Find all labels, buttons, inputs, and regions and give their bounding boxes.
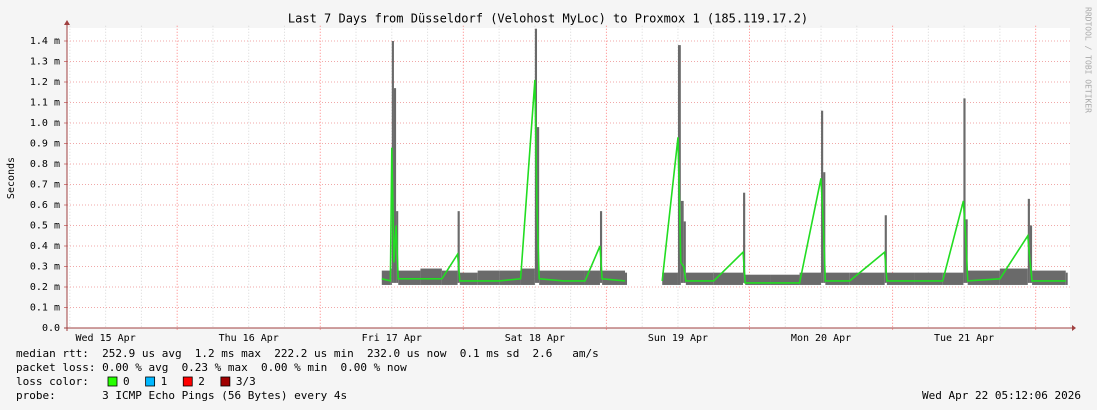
y-tick-label: 0.3 m — [30, 262, 60, 273]
smoke-band — [477, 270, 500, 285]
smoke-band — [963, 98, 966, 283]
smoke-band — [685, 272, 714, 285]
y-tick-label: 1.1 m — [30, 98, 60, 109]
x-tick-label: Sat 18 Apr — [505, 333, 565, 344]
x-tick-label: Mon 20 Apr — [791, 333, 851, 344]
timestamp: Wed Apr 22 05:12:06 2026 — [922, 389, 1081, 402]
smoke-band — [823, 172, 826, 283]
loss-color-swatch — [220, 376, 231, 387]
smoke-band — [683, 221, 686, 283]
x-tick-label: Wed 15 Apr — [76, 333, 136, 344]
smoke-band — [625, 272, 628, 285]
smoke-band — [520, 268, 535, 285]
smoke-band — [999, 268, 1028, 285]
smoke-band — [743, 192, 746, 283]
smoke-band — [884, 215, 887, 283]
x-tick-label: Sun 19 Apr — [648, 333, 708, 344]
y-tick-label: 0.0 — [42, 323, 60, 334]
legend-loss: packet loss: 0.00 % avg 0.23 % max 0.00 … — [16, 361, 407, 374]
y-tick-label: 1.0 m — [30, 118, 60, 129]
y-tick-label: 0.4 m — [30, 241, 60, 252]
legend-probe: probe: 3 ICMP Echo Pings (56 Bytes) ever… — [16, 389, 347, 402]
smoke-band — [602, 270, 626, 285]
x-axis-arrow — [1072, 325, 1076, 331]
smoke-band — [398, 270, 421, 285]
smoke-band — [1065, 272, 1068, 285]
smoke-band — [420, 268, 442, 285]
y-tick-label: 1.3 m — [30, 57, 60, 68]
legend-rtt: median rtt: 252.9 us avg 1.2 ms max 222.… — [16, 347, 599, 360]
smoke-band — [942, 272, 964, 285]
median-line — [381, 79, 1066, 284]
smoke-band — [1032, 270, 1066, 285]
y-tick-label: 0.8 m — [30, 159, 60, 170]
y-tick-label: 0.2 m — [30, 282, 60, 293]
loss-color-swatch — [145, 376, 156, 387]
watermark: RRDTOOL / TOBI OETIKER — [1084, 7, 1093, 113]
smoke-band — [499, 270, 521, 285]
y-tick-label: 0.5 m — [30, 221, 60, 232]
smoke-band — [770, 274, 800, 285]
smoke-band — [1029, 225, 1033, 283]
smoke-band — [441, 270, 458, 285]
y-axis-label: Seconds — [6, 157, 17, 199]
y-tick-label: 0.1 m — [30, 303, 60, 314]
smoke-band — [393, 88, 397, 283]
smoke-band — [381, 270, 391, 285]
smoke-band — [459, 272, 478, 285]
x-tick-label: Tue 21 Apr — [934, 333, 994, 344]
smoke-band — [563, 270, 585, 285]
y-tick-label: 0.9 m — [30, 139, 60, 150]
smoke-band — [886, 272, 915, 285]
loss-color-swatch — [182, 376, 193, 387]
smoke-band — [662, 272, 678, 285]
smoke-band — [457, 211, 460, 283]
x-tick-label: Thu 16 Apr — [219, 333, 279, 344]
chart-title: Last 7 Days from Düsseldorf (Velohost My… — [288, 12, 808, 26]
smoke-band — [391, 41, 394, 283]
y-tick-label: 0.7 m — [30, 180, 60, 191]
y-axis-arrow — [64, 20, 70, 25]
y-tick-label: 0.6 m — [30, 200, 60, 211]
loss-color-label: 1 — [161, 375, 168, 388]
y-tick-label: 1.2 m — [30, 77, 60, 88]
smoke-band — [713, 272, 744, 285]
smoke-band — [599, 211, 603, 283]
smoke-band — [849, 272, 885, 285]
smoke-band — [680, 200, 684, 283]
loss-color-label: 3/3 — [236, 375, 256, 388]
loss-color-swatch — [107, 376, 118, 387]
x-tick-label: Fri 17 Apr — [362, 333, 422, 344]
loss-color-label: 0 — [123, 375, 130, 388]
smoke-band — [745, 274, 771, 285]
smoke-band — [539, 270, 564, 285]
smoke-band — [537, 127, 540, 283]
smoke-band — [967, 270, 1000, 285]
smoke-band — [825, 272, 850, 285]
smoke-band — [799, 272, 822, 285]
y-tick-label: 1.4 m — [30, 36, 60, 47]
smoke-band — [914, 272, 943, 285]
legend-loss-color: loss color: — [16, 375, 89, 388]
loss-color-label: 2 — [198, 375, 205, 388]
